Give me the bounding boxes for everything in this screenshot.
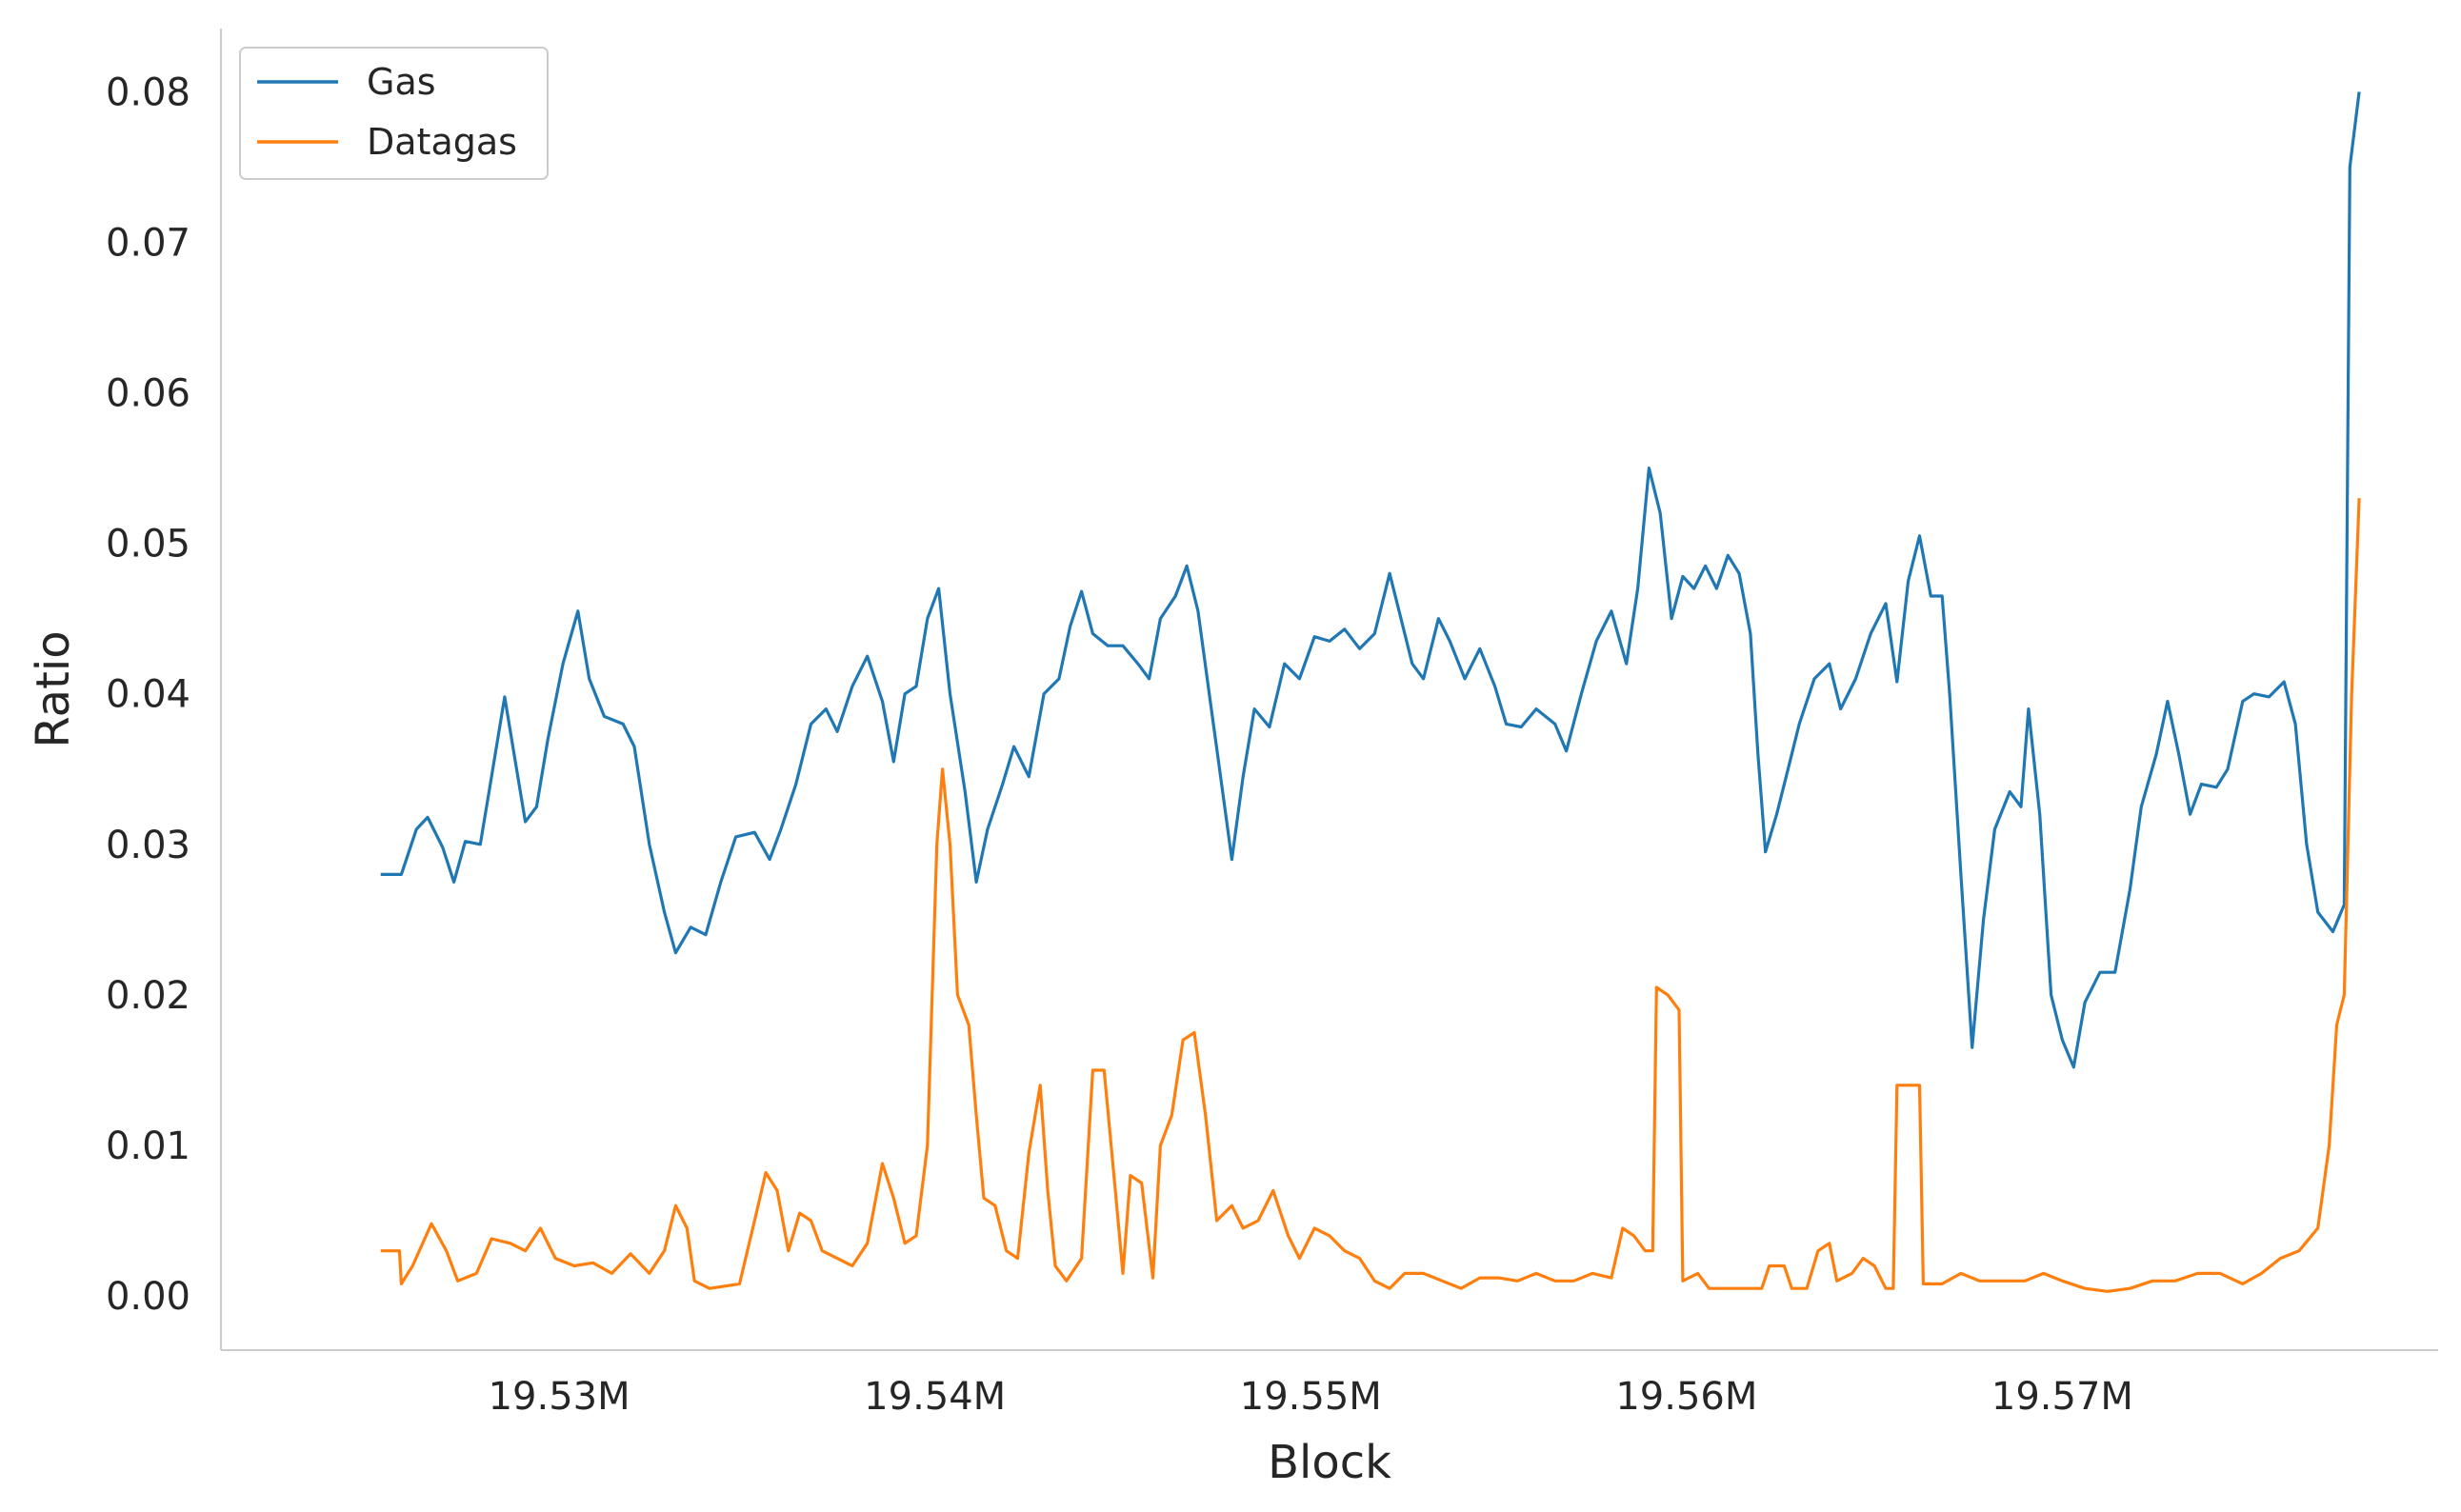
- legend-label-datagas: Datagas: [367, 121, 517, 163]
- series-line-gas: [380, 91, 2361, 1069]
- y-tick-label: 0.06: [106, 372, 190, 416]
- y-tick-label: 0.02: [106, 974, 190, 1018]
- y-tick-label: 0.08: [106, 70, 190, 114]
- legend-label-gas: Gas: [367, 61, 436, 103]
- x-tick-label: 19.57M: [1991, 1375, 2133, 1419]
- y-tick-label: 0.03: [106, 824, 190, 867]
- axes: [220, 29, 2438, 1351]
- y-axis-label: Ratio: [27, 630, 80, 747]
- x-tick-label: 19.53M: [489, 1375, 630, 1419]
- legend: Gas Datagas: [239, 47, 549, 180]
- x-tick-label: 19.55M: [1240, 1375, 1382, 1419]
- y-tick-label: 0.00: [106, 1275, 190, 1319]
- y-tick-label: 0.01: [106, 1124, 190, 1168]
- y-tick-label: 0.07: [106, 221, 190, 265]
- x-tick-label: 19.54M: [864, 1375, 1006, 1419]
- series-lines: [380, 91, 2361, 1293]
- y-tick-label: 0.04: [106, 673, 190, 717]
- x-tick-labels: 19.53M 19.54M 19.55M 19.56M 19.57M: [489, 1375, 2133, 1419]
- x-tick-label: 19.56M: [1615, 1375, 1757, 1419]
- x-axis-label: Block: [1268, 1436, 1391, 1489]
- series-line-datagas: [380, 498, 2361, 1293]
- y-tick-label: 0.05: [106, 523, 190, 567]
- y-tick-labels: 0.00 0.01 0.02 0.03 0.04 0.05 0.06 0.07 0.08: [106, 70, 190, 1319]
